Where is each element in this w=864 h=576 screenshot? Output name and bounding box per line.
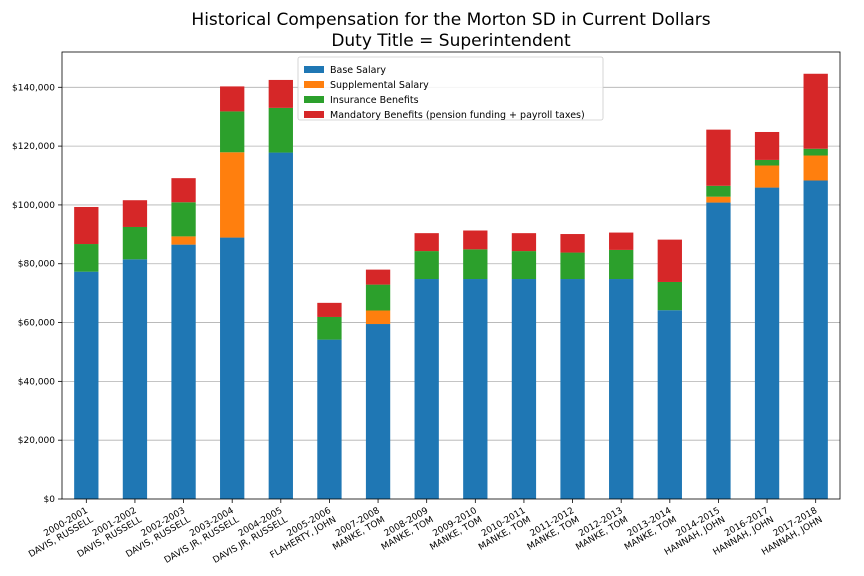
bar-segment [365, 284, 391, 311]
legend-swatch [304, 96, 324, 103]
bar-segment [220, 111, 245, 153]
bar-segment [317, 302, 342, 317]
axes [61, 51, 841, 500]
bar-segment [803, 148, 828, 156]
bar-segment [122, 259, 148, 499]
y-tick-label: $100,000 [12, 201, 55, 211]
bar-segment [171, 244, 196, 499]
bar-segment [754, 187, 780, 500]
bar-segment [803, 155, 828, 181]
bar-segment [365, 269, 391, 285]
legend-swatch [304, 81, 324, 88]
bar-segment [414, 251, 439, 280]
bar-segment [414, 279, 439, 499]
x-tick-label: 2012-2013MANKE, TOM [569, 506, 630, 553]
bar-segment [365, 324, 391, 499]
bar-segment [657, 281, 682, 311]
bar-segment [706, 196, 731, 203]
bar-segment [463, 279, 488, 499]
legend-swatch [304, 66, 324, 73]
legend-swatch [304, 111, 324, 118]
bar-segment [803, 73, 828, 149]
bar-segment [268, 79, 293, 108]
y-tick-label: $80,000 [18, 260, 55, 270]
bar-segment [754, 159, 780, 166]
bar-segment [220, 237, 245, 499]
bar-segment [754, 131, 780, 160]
legend-label: Supplemental Salary [330, 80, 429, 91]
legend: Base Salary Supplemental Salary Insurance … [297, 56, 604, 121]
bar-segment [511, 251, 537, 280]
bar-segment [268, 107, 293, 153]
bar-segment [657, 239, 682, 282]
y-tick-label: $0 [44, 495, 56, 505]
bar-segment [365, 310, 391, 325]
bar-segment [706, 185, 731, 197]
x-tick-label: 2010-2011MANKE, TOM [472, 506, 533, 553]
bar-segment [511, 233, 537, 252]
bar-segment [706, 129, 731, 186]
x-tick-label: 2011-2012MANKE, TOM [521, 506, 582, 553]
bar-segment [609, 232, 634, 250]
bar-segment [122, 200, 148, 227]
bar-segment [74, 271, 99, 499]
bar-segment [560, 279, 585, 499]
bar-segment [317, 339, 342, 499]
bars [74, 73, 828, 500]
bar-segment [122, 226, 148, 260]
bar-segment [171, 236, 196, 245]
bar-segment [74, 244, 99, 272]
chart-subtitle: Duty Title = Superintendent [331, 31, 571, 51]
legend-label: Mandatory Benefits (pension funding + pa… [330, 110, 585, 121]
bar-segment [74, 206, 99, 245]
y-tick-label: $20,000 [18, 436, 55, 446]
bar-segment [609, 279, 634, 499]
x-tick-label: 2007-2008MANKE, TOM [326, 506, 387, 553]
bar-segment [220, 86, 245, 112]
bar-segment [220, 152, 245, 238]
bar-segment [657, 310, 682, 499]
y-axis-ticks: $0 $20,000 $40,000 $60,000 $80,000 $100,000 $1… [12, 83, 62, 505]
bar-segment [171, 202, 196, 237]
bar-segment [463, 230, 488, 250]
chart-title: Historical Compensation for the Morton S… [191, 10, 710, 30]
y-tick-label: $120,000 [12, 142, 55, 152]
y-tick-label: $140,000 [12, 83, 55, 93]
legend-label: Base Salary [330, 65, 386, 76]
bar-segment [560, 252, 585, 280]
y-tick-label: $40,000 [18, 377, 55, 387]
legend-box [297, 56, 604, 121]
x-tick-label: 2008-2009MANKE, TOM [375, 506, 436, 553]
bar-segment [317, 316, 342, 340]
bar-segment [754, 165, 780, 188]
x-tick-label: 2009-2010MANKE, TOM [423, 506, 484, 553]
bar-segment [511, 279, 537, 499]
bar-segment [560, 234, 585, 253]
bar-segment [414, 233, 439, 252]
bar-segment [268, 152, 293, 499]
plot-frame [61, 51, 841, 500]
bar-segment [803, 180, 828, 499]
bar-segment [463, 249, 488, 280]
bar-segment [609, 249, 634, 280]
legend-label: Insurance Benefits [330, 95, 419, 106]
bar-segment [706, 202, 731, 499]
y-tick-label: $60,000 [18, 319, 55, 329]
bar-segment [171, 178, 196, 203]
